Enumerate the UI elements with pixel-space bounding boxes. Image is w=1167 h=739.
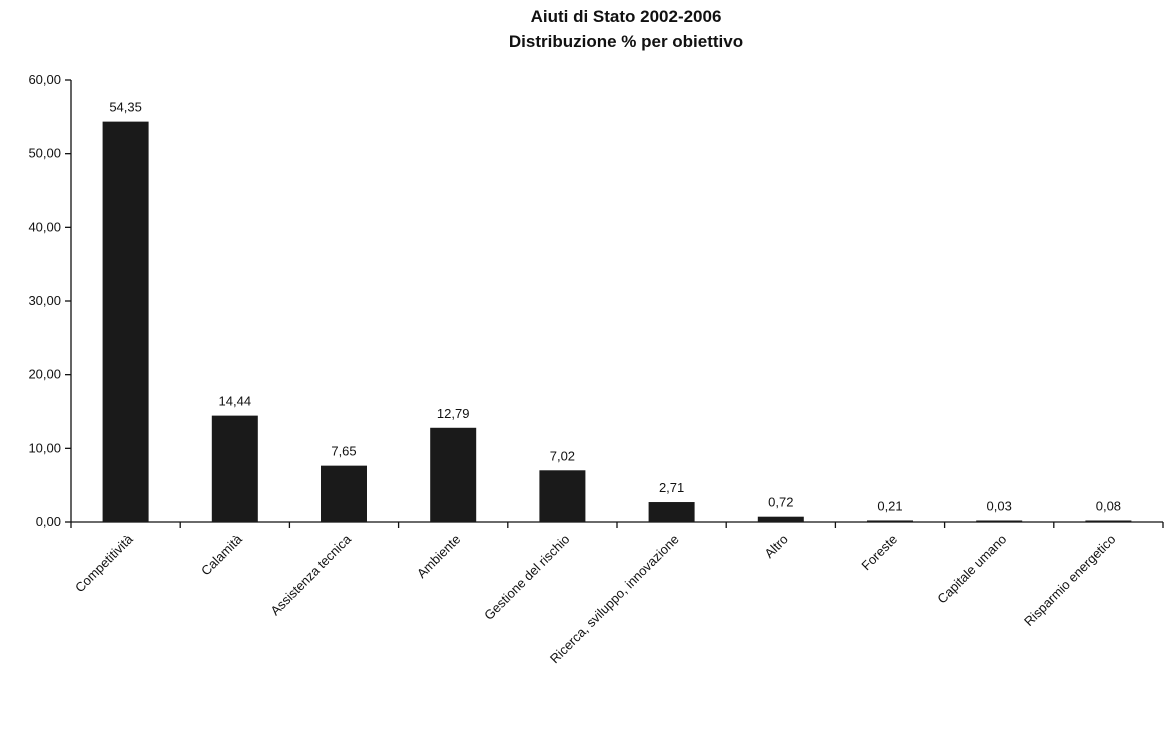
data-label: 0,03 <box>987 499 1012 514</box>
data-label: 14,44 <box>219 394 252 409</box>
data-label: 0,08 <box>1096 499 1121 514</box>
category-label: Foreste <box>858 532 900 574</box>
category-label: Assistenza tecnica <box>267 531 354 618</box>
bar <box>321 465 367 522</box>
data-label: 12,79 <box>437 406 470 421</box>
data-label: 7,02 <box>550 448 575 463</box>
y-tick-label: 10,00 <box>28 440 61 455</box>
chart-title: Aiuti di Stato 2002-2006 <box>531 7 722 26</box>
y-tick-label: 30,00 <box>28 293 61 308</box>
bar <box>648 502 695 522</box>
bar <box>102 121 149 522</box>
y-tick-label: 0,00 <box>36 514 61 529</box>
bar <box>211 415 258 522</box>
category-label: Risparmio energetico <box>1021 532 1118 629</box>
x-axis <box>70 521 1164 528</box>
category-label: Altro <box>761 532 791 562</box>
data-labels-group: 54,35 14,44 7,65 12,79 7,02 2,71 0,72 0,21 0,03 0… <box>109 100 1121 514</box>
chart-subtitle: Distribuzione % per obiettivo <box>509 32 743 51</box>
category-label: Capitale umano <box>934 532 1009 607</box>
y-tick-label: 60,00 <box>28 72 61 87</box>
data-label: 7,65 <box>331 444 356 459</box>
bar <box>867 520 913 522</box>
category-label: Competitività <box>72 531 136 595</box>
bar <box>430 427 477 522</box>
bars-group <box>102 121 1132 522</box>
bar <box>1085 520 1132 522</box>
data-label: 2,71 <box>659 480 684 495</box>
bar <box>976 520 1023 522</box>
y-axis: 0,00 10,00 20,00 30,00 40,00 50,00 60,00 <box>28 72 72 529</box>
y-tick-label: 40,00 <box>28 219 61 234</box>
category-label: Gestione del rischio <box>481 532 572 623</box>
category-label: Calamità <box>198 531 245 578</box>
data-label: 54,35 <box>109 100 142 115</box>
y-tick-label: 20,00 <box>28 367 61 382</box>
y-tick-label: 50,00 <box>28 146 61 161</box>
category-labels-group: Competitività Calamità Assistenza tecnica A… <box>72 531 1119 666</box>
bar <box>539 470 586 522</box>
data-label: 0,21 <box>877 498 902 513</box>
category-label: Ricerca, sviluppo, innovazione <box>547 532 682 667</box>
data-label: 0,72 <box>768 495 793 510</box>
category-label: Ambiente <box>414 532 463 581</box>
bar <box>757 516 804 522</box>
